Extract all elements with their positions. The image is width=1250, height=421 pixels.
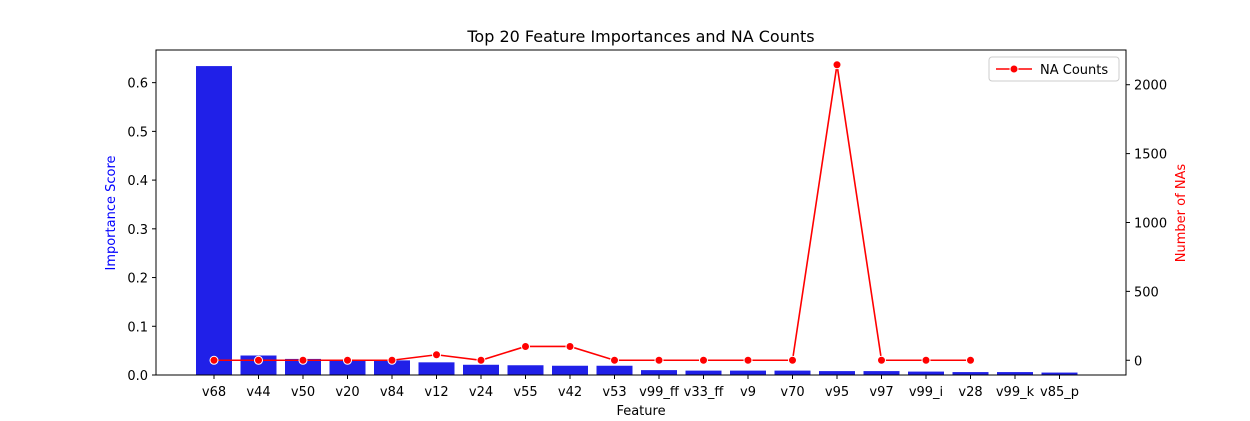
- x-tick-label: v68: [202, 385, 226, 400]
- y-tick-label: 0.6: [127, 77, 148, 92]
- y-tick-label: 0.0: [127, 369, 148, 384]
- bar-v20: [329, 359, 366, 375]
- y-tick-label: 0.5: [127, 125, 148, 140]
- bar-v84: [374, 360, 410, 375]
- bar-v68: [196, 66, 232, 375]
- x-tick-label: v97: [869, 385, 893, 400]
- na-count-point: [254, 355, 263, 365]
- x-tick-label: v99_i: [909, 385, 943, 400]
- na-count-point: [654, 355, 664, 365]
- y2-tick-label: 500: [1134, 285, 1159, 300]
- na-count-point: [966, 355, 975, 365]
- na-count-point: [387, 355, 397, 365]
- bar-v97: [863, 371, 900, 375]
- plot-frame: [155, 49, 1127, 376]
- x-tick-label: v12: [424, 385, 448, 400]
- na-count-point: [343, 355, 352, 365]
- y-tick-layer: 0.0 0.1 0.2 0.3 0.4 0.5 0.6: [127, 77, 156, 384]
- y-tick-label: 0.2: [127, 272, 148, 287]
- y-tick-label: 0.4: [127, 174, 148, 189]
- x-tick-label: v85_p: [1040, 385, 1079, 400]
- na-count-point: [476, 355, 486, 365]
- bar-v85_p: [1041, 372, 1078, 375]
- x-tick-label: v42: [558, 385, 582, 400]
- x-tick-label: v70: [780, 385, 804, 400]
- na-count-point: [432, 350, 441, 360]
- x-tick-label: v44: [246, 385, 270, 400]
- x-tick-label: v28: [958, 385, 982, 400]
- bar-v70: [774, 370, 811, 375]
- na-count-point: [298, 355, 308, 365]
- na-count-point: [565, 341, 575, 351]
- na-count-point: [921, 355, 931, 365]
- bar-v28: [952, 372, 989, 375]
- bar-v99_ff: [641, 370, 677, 375]
- x-tick-label: v84: [380, 385, 404, 400]
- x-tick-layer: v68 v44 v50 v20 v84 v12 v24 v55 v42 v53 v99_ff v33_…: [202, 375, 1079, 400]
- x-tick-label: v99_k: [996, 385, 1035, 400]
- na-count-point: [209, 355, 219, 365]
- bar-v55: [507, 365, 544, 375]
- na-count-point: [699, 355, 708, 365]
- x-tick-label: v24: [469, 385, 493, 400]
- na-count-line: [214, 64, 971, 362]
- bar-v12: [418, 362, 455, 375]
- bar-v99_i: [908, 371, 944, 375]
- x-tick-label: v53: [602, 385, 626, 400]
- bar-v24: [463, 364, 499, 375]
- legend: NA Counts: [988, 56, 1120, 82]
- na-count-line-layer: [209, 60, 975, 365]
- legend-entry-na-counts: NA Counts: [1040, 63, 1108, 78]
- bar-v95: [819, 371, 855, 375]
- y2-tick-label: 1500: [1134, 148, 1167, 163]
- y2-tick-label: 1000: [1134, 216, 1167, 231]
- y2-tick-label: 0: [1134, 354, 1142, 369]
- y2-tick-label: 2000: [1134, 79, 1167, 94]
- bar-v33_ff: [685, 370, 722, 375]
- na-count-point: [788, 355, 797, 365]
- legend-box: [988, 56, 1120, 82]
- bar-v50: [285, 358, 321, 375]
- bar-v99_k: [997, 372, 1033, 375]
- bar-v53: [596, 365, 633, 375]
- x-tick-label: v99_ff: [639, 385, 680, 400]
- y-tick-label: 0.1: [127, 320, 148, 335]
- y-tick-label: 0.3: [127, 223, 148, 238]
- x-tick-label: v50: [291, 385, 315, 400]
- na-count-point: [521, 341, 530, 351]
- na-count-point: [832, 60, 842, 70]
- x-tick-label: v55: [513, 385, 537, 400]
- na-count-point: [877, 355, 886, 365]
- y2-tick-layer: 0 500 1000 1500 2000: [1126, 79, 1167, 369]
- bars-layer: [196, 66, 1078, 375]
- na-count-point: [743, 355, 753, 365]
- bar-v42: [552, 365, 588, 375]
- y2-axis-label: Number of NAs: [1174, 164, 1189, 263]
- chart-title: Top 20 Feature Importances and NA Counts: [466, 27, 814, 46]
- bar-v9: [730, 370, 766, 375]
- x-tick-label: v20: [335, 385, 359, 400]
- legend-marker-swatch: [1009, 64, 1019, 74]
- x-tick-label: v9: [740, 385, 756, 400]
- na-count-point: [610, 355, 619, 365]
- x-axis-label: Feature: [616, 404, 665, 419]
- y-axis-label: Importance Score: [104, 155, 119, 270]
- x-tick-label: v33_ff: [684, 385, 725, 400]
- x-tick-label: v95: [825, 385, 849, 400]
